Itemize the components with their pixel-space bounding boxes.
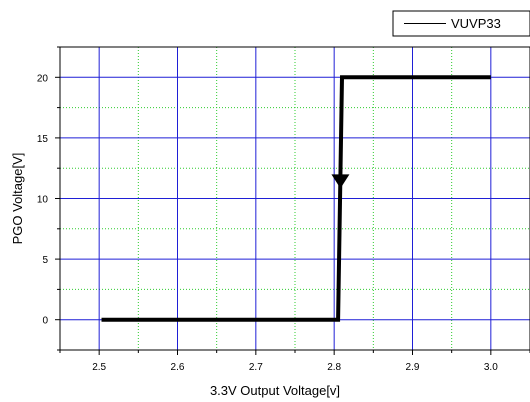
y-tick-label: 20: [37, 73, 49, 84]
legend-label-vuvp33: VUVP33: [451, 16, 501, 31]
y-tick-label: 5: [42, 255, 48, 266]
y-tick-labels: 0 5 10 15 20: [37, 73, 49, 326]
legend: VUVP33: [392, 10, 530, 37]
x-axis-title: 3.3V Output Voltage[v]: [210, 383, 340, 398]
x-tick-label: 2.9: [406, 362, 420, 373]
x-tick-label: 2.5: [92, 362, 106, 373]
y-tick-label: 15: [37, 134, 49, 145]
series-line-vuvp33: [101, 75, 491, 322]
x-tick-label: 3.0: [484, 362, 498, 373]
series-group: [101, 75, 491, 322]
x-tick-label: 2.8: [327, 362, 341, 373]
x-tick-labels: 2.5 2.6 2.7 2.8 2.9 3.0: [92, 362, 498, 373]
axis-ticks: [55, 46, 530, 355]
annotations: [331, 174, 350, 189]
y-tick-label: 0: [42, 316, 48, 327]
y-axis-title: PGO Voltage[V]: [10, 153, 25, 245]
x-tick-label: 2.7: [249, 362, 263, 373]
y-tick-label: 10: [37, 195, 49, 206]
x-tick-label: 2.6: [171, 362, 185, 373]
arrow-down-icon: [331, 174, 350, 189]
